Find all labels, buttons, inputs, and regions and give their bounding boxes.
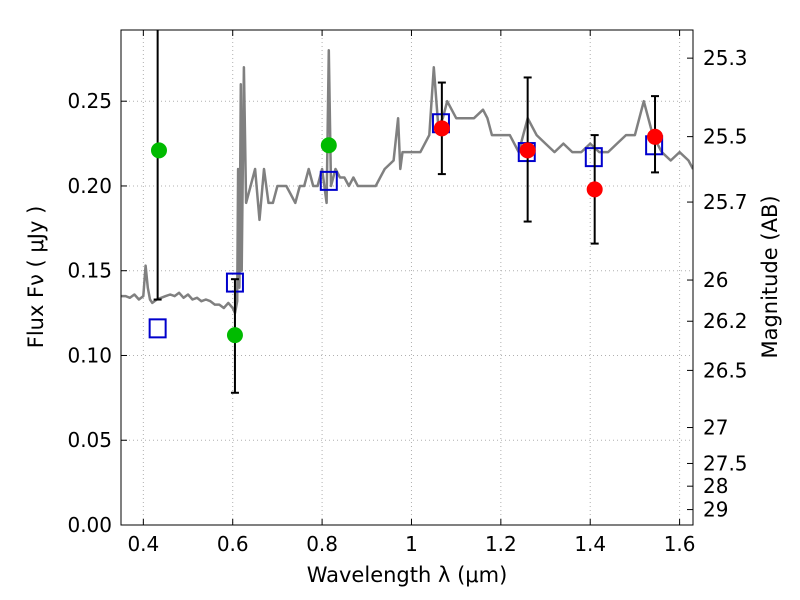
x-tick-label: 0.4 — [127, 532, 159, 556]
green-data-point — [320, 137, 337, 154]
right-tick-label: 25.3 — [703, 46, 748, 70]
green-data-point — [150, 142, 167, 159]
right-tick-label: 27 — [703, 416, 728, 440]
x-tick-label: 1 — [405, 532, 418, 556]
red-data-point — [519, 142, 536, 159]
right-tick-label: 28 — [703, 474, 728, 498]
y-tick-label: 0.15 — [67, 259, 112, 283]
red-data-point — [433, 120, 450, 137]
red-data-point — [586, 181, 603, 198]
spectrum-line — [121, 49, 693, 315]
x-axis-label: Wavelength λ (μm) — [307, 563, 508, 587]
right-tick-label: 27.5 — [703, 451, 748, 475]
red-data-point — [647, 128, 664, 145]
grid-lines — [121, 30, 693, 526]
model-square-marker — [148, 318, 167, 339]
x-tick-label: 0.8 — [306, 532, 338, 556]
green-data-point — [226, 327, 243, 344]
x-tick-label: 1.6 — [664, 532, 696, 556]
x-tick-label: 1.4 — [574, 532, 606, 556]
right-tick-label: 26.2 — [703, 309, 748, 333]
y-tick-label: 0.05 — [67, 428, 112, 452]
y-tick-label: 0.25 — [67, 89, 112, 113]
y-tick-label: 0.00 — [67, 513, 112, 537]
right-tick-label: 25.7 — [703, 190, 748, 214]
plot-frame — [120, 29, 694, 526]
right-tick-label: 26.5 — [703, 358, 748, 382]
y-axis-label: Flux Fν ( μJy ) — [24, 206, 48, 349]
y-tick-label: 0.10 — [67, 343, 112, 367]
right-tick-label: 26 — [703, 268, 728, 292]
y-axis-right-label: Magnitude (AB) — [758, 195, 782, 358]
model-square-marker — [319, 170, 338, 191]
plot-area — [121, 30, 693, 394]
right-tick-label: 25.5 — [703, 125, 748, 149]
tick-labels: 0.4 0.6 0.8 1 1.2 1.4 1.6 0.00 0.05 0.10 0.15 0.20 0… — [67, 46, 747, 556]
y-tick-label: 0.20 — [67, 174, 112, 198]
x-tick-label: 0.6 — [217, 532, 249, 556]
tick-marks — [121, 30, 693, 526]
x-tick-label: 1.2 — [485, 532, 517, 556]
right-tick-label: 29 — [703, 498, 728, 522]
